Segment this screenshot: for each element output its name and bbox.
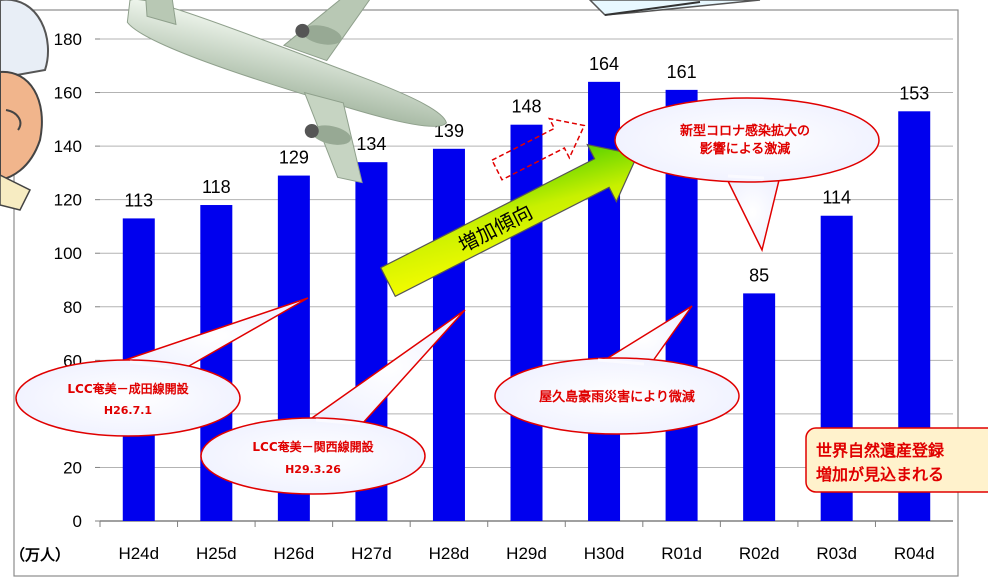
x-tick-label: H30d — [584, 544, 625, 563]
data-label-R04d: 153 — [899, 83, 929, 103]
data-label-R01d: 161 — [667, 62, 697, 82]
x-tick-label: H28d — [429, 544, 470, 563]
yakushima-callout-text: 屋久島豪雨災害により微減 — [539, 389, 695, 405]
covid-callout-line1: 新型コロナ感染拡大の — [680, 123, 810, 139]
y-tick-label: 140 — [54, 137, 82, 156]
lcc-narita-line2: H26.7.1 — [104, 404, 152, 417]
x-tick-label: H29d — [506, 544, 547, 563]
x-tick-label: R02d — [739, 544, 780, 563]
heritage-note-line1: 世界自然遺産登録 — [816, 441, 945, 460]
data-label-H29d: 148 — [511, 97, 541, 117]
data-label-R02d: 85 — [749, 265, 769, 285]
unit-label: （万人） — [10, 546, 70, 564]
y-tick-label: 20 — [63, 458, 82, 477]
y-tick-label: 120 — [54, 191, 82, 210]
lcc-narita-line1: LCC奄美－成田線開設 — [67, 381, 189, 396]
lcc-kansai-line2: H29.3.26 — [285, 463, 341, 476]
x-tick-label: H24d — [118, 544, 159, 563]
heritage-note-line2: 増加が見込まれる — [816, 465, 944, 484]
data-label-H25d: 118 — [202, 177, 231, 197]
y-tick-label: 160 — [54, 84, 82, 103]
y-tick-label: 100 — [54, 244, 82, 263]
y-tick-label: 0 — [73, 512, 82, 531]
heritage-note: 世界自然遺産登録 増加が見込まれる — [806, 428, 988, 492]
covid-callout-line2: 影響による激減 — [700, 141, 791, 157]
data-label-H30d: 164 — [589, 54, 619, 74]
data-label-H27d: 134 — [356, 134, 386, 154]
data-label-R03d: 114 — [822, 188, 851, 208]
data-label-H26d: 129 — [279, 148, 309, 168]
y-tick-label: 180 — [54, 30, 82, 49]
y-tick-label: 80 — [63, 298, 82, 317]
bar-R02d — [743, 293, 775, 521]
x-tick-label: H27d — [351, 544, 392, 563]
x-tick-label: R04d — [894, 544, 935, 563]
data-label-H24d: 113 — [124, 190, 153, 210]
bar-H29d — [511, 125, 543, 521]
x-tick-label: H26d — [274, 544, 315, 563]
x-tick-label: H25d — [196, 544, 237, 563]
x-tick-label: R01d — [661, 544, 702, 563]
x-tick-label: R03d — [816, 544, 857, 563]
lcc-kansai-line1: LCC奄美－関西線開設 — [252, 439, 374, 454]
